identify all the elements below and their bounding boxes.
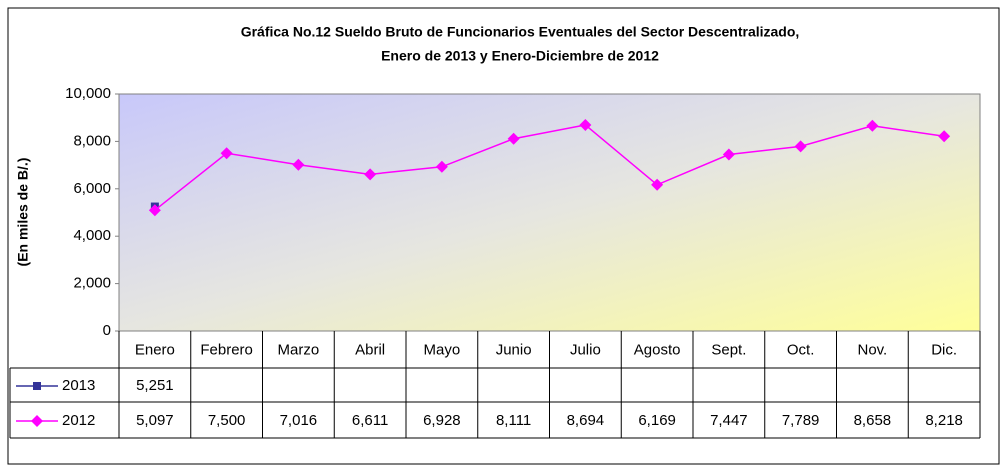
y-tick-label: 0 bbox=[103, 322, 111, 339]
y-tick-label: 10,000 bbox=[65, 85, 111, 102]
table-value: 7,447 bbox=[710, 412, 748, 429]
table-value: 5,251 bbox=[136, 377, 174, 394]
data-point bbox=[722, 148, 735, 161]
data-point bbox=[794, 140, 807, 153]
y-tick-label: 2,000 bbox=[73, 275, 111, 292]
legend-marker bbox=[33, 382, 41, 390]
table-value: 6,611 bbox=[352, 412, 388, 429]
table-value: 7,016 bbox=[280, 412, 318, 429]
legend-label: 2012 bbox=[62, 412, 95, 429]
data-point bbox=[148, 204, 161, 217]
data-point bbox=[435, 160, 448, 173]
data-point bbox=[364, 168, 377, 181]
legend-marker bbox=[31, 415, 43, 427]
x-tick-label: Enero bbox=[135, 341, 175, 358]
x-tick-label: Abril bbox=[355, 341, 385, 358]
chart-title: Gráfica No.12 Sueldo Bruto de Funcionari… bbox=[241, 24, 800, 40]
series-line bbox=[154, 124, 945, 211]
data-point bbox=[651, 178, 664, 191]
x-tick-label: Mayo bbox=[424, 341, 461, 358]
x-tick-label: Junio bbox=[496, 341, 532, 358]
y-tick-label: 4,000 bbox=[73, 227, 111, 244]
x-tick-label: Sept. bbox=[711, 341, 746, 358]
table-value: 8,694 bbox=[567, 412, 605, 429]
chart-subtitle: Enero de 2013 y Enero-Diciembre de 2012 bbox=[381, 48, 659, 64]
data-point bbox=[866, 119, 879, 132]
table-value: 7,789 bbox=[782, 412, 820, 429]
x-tick-label: Nov. bbox=[858, 341, 888, 358]
table-value: 8,111 bbox=[496, 412, 531, 429]
y-tick-label: 8,000 bbox=[73, 132, 111, 149]
y-tick-label: 6,000 bbox=[73, 180, 111, 197]
x-tick-label: Febrero bbox=[200, 341, 253, 358]
data-point bbox=[292, 158, 305, 171]
table-value: 6,169 bbox=[638, 412, 676, 429]
table-value: 8,658 bbox=[854, 412, 892, 429]
x-tick-label: Oct. bbox=[787, 341, 815, 358]
y-axis-label: (En miles de B/.) bbox=[15, 158, 31, 267]
table-value: 8,218 bbox=[925, 412, 963, 429]
x-tick-label: Dic. bbox=[931, 341, 957, 358]
data-point bbox=[220, 147, 233, 160]
data-point bbox=[938, 130, 951, 143]
plot-area bbox=[118, 93, 981, 332]
table-value: 6,928 bbox=[423, 412, 461, 429]
table-value: 7,500 bbox=[208, 412, 246, 429]
legend-label: 2013 bbox=[62, 377, 95, 394]
data-point bbox=[579, 118, 592, 131]
x-tick-label: Julio bbox=[570, 341, 601, 358]
x-tick-label: Marzo bbox=[278, 341, 320, 358]
table-value: 5,097 bbox=[136, 412, 174, 429]
data-point bbox=[507, 132, 520, 145]
x-tick-label: Agosto bbox=[634, 341, 681, 358]
